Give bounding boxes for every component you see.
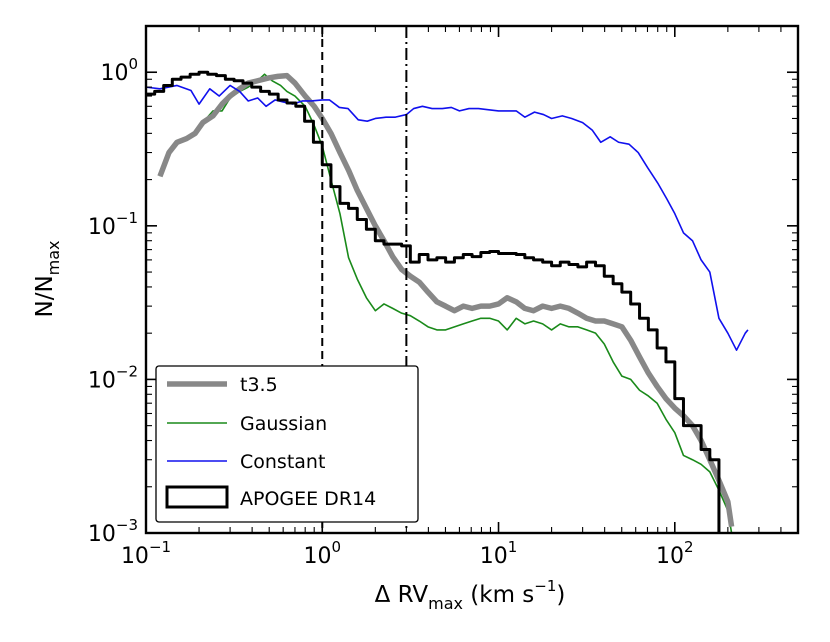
x-tick-label: 102 [656, 538, 694, 569]
legend-label-constant: Constant [240, 451, 325, 473]
legend-label-apogee-dr14: APOGEE DR14 [240, 488, 376, 510]
legend-box [155, 365, 419, 523]
series-apogee-dr14-line [146, 70, 721, 533]
x-tick-label: 100 [303, 538, 341, 569]
legend-swatch-apogee-dr14 [165, 485, 229, 509]
legend-entry-constant: Constant [167, 451, 325, 473]
y-tick-label: 100 [100, 55, 138, 86]
legend: t3.5 Gaussian Constant APOGEE DR14 [155, 365, 419, 523]
y-tick-labels: 10−3 10−2 10−1 100 [88, 55, 138, 547]
legend-entry-t3-5: t3.5 [167, 374, 278, 396]
legend-entry-gaussian: Gaussian [167, 413, 327, 435]
x-tick-label: 10−1 [121, 538, 171, 569]
y-tick-label: 10−3 [88, 516, 138, 547]
series-constant-line [146, 84, 749, 351]
axis-ticks [145, 25, 799, 534]
legend-entry-apogee-dr14: APOGEE DR14 [165, 485, 376, 510]
series-t3-5 [157, 72, 735, 528]
series-t3-5-line [157, 72, 735, 528]
series-constant [146, 84, 749, 351]
y-tick-label: 10−1 [88, 209, 138, 240]
series-apogee-dr14 [146, 70, 721, 533]
y-tick-label: 10−2 [88, 362, 138, 393]
y-axis-title: N/Nmax [32, 240, 63, 317]
x-tick-label: 101 [480, 538, 518, 569]
legend-label-gaussian: Gaussian [240, 413, 327, 435]
x-tick-labels: 10−1 100 101 102 [121, 538, 694, 569]
legend-label-t3-5: t3.5 [240, 374, 278, 396]
x-axis-title: Δ RVmax (km s−1) [375, 577, 566, 613]
series-layer [146, 70, 749, 533]
plot-frame [144, 24, 800, 535]
